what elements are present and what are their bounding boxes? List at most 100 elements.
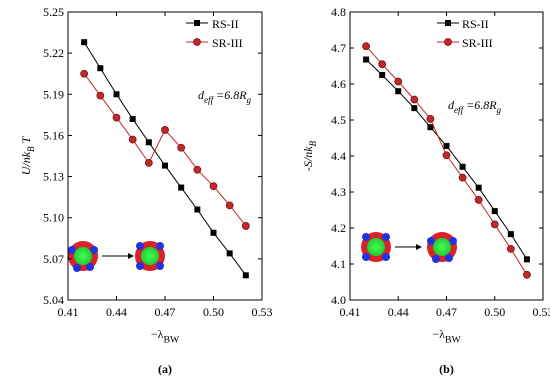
marker	[458, 173, 467, 182]
y-tick-label: 4.6	[331, 77, 346, 91]
marker	[80, 69, 89, 78]
marker	[145, 139, 152, 146]
y-axis-label-part: U/nk	[19, 151, 33, 175]
marker	[523, 256, 530, 263]
y-tick-label: 5.16	[43, 128, 64, 142]
marker	[442, 151, 451, 160]
x-tick-label: 0.47	[436, 305, 457, 319]
marker	[506, 244, 515, 253]
marker	[427, 124, 434, 131]
marker	[378, 60, 387, 69]
x-axis-label: −λBW	[151, 327, 180, 346]
inset-b	[361, 232, 457, 263]
y-axis-label-part: -S/nk	[301, 146, 315, 171]
annotation-sub: eff	[204, 95, 215, 105]
legend-marker	[194, 20, 200, 26]
marker	[459, 163, 466, 170]
y-tick-label: 4.2	[331, 221, 346, 235]
y-tick-label: 4.1	[331, 257, 346, 271]
marker	[490, 220, 499, 229]
marker	[411, 105, 418, 112]
x-axis-label-part: −λ	[432, 327, 445, 341]
marker	[129, 115, 136, 122]
legend-marker	[193, 38, 201, 46]
marker	[178, 184, 185, 191]
annotation: deff =6.8Rg	[198, 88, 252, 105]
marker	[162, 162, 168, 169]
legend-label: RS-II	[462, 17, 489, 31]
x-axis-label-sub: BW	[163, 335, 180, 346]
marker	[177, 143, 186, 152]
x-axis-label: −λBW	[432, 327, 461, 346]
marker	[241, 222, 250, 230]
x-tick-label: 0.41	[340, 305, 361, 319]
x-tick-label: 0.47	[155, 305, 176, 319]
marker	[161, 126, 169, 134]
x-tick-label: 0.53	[252, 305, 273, 319]
x-tick-label: 0.50	[203, 305, 224, 319]
y-axis-label-sub: B	[26, 146, 36, 152]
y-tick-label: 5.22	[43, 46, 64, 60]
y-tick-label: 5.19	[43, 87, 64, 101]
y-axis-label: U/nkB T	[19, 135, 36, 175]
y-axis-label: -S/nkB	[301, 140, 318, 171]
marker	[113, 91, 120, 98]
y-tick-label: 4.7	[331, 41, 346, 55]
marker	[363, 56, 370, 63]
marker	[96, 91, 105, 100]
marker	[226, 250, 233, 257]
marker	[193, 165, 202, 174]
x-tick-label: 0.53	[533, 305, 550, 319]
x-tick-label: 0.44	[388, 305, 409, 319]
annotation-sub: g	[497, 105, 502, 115]
marker	[194, 206, 201, 213]
marker	[443, 142, 450, 149]
legend-label: RS-II	[212, 17, 239, 31]
y-axis-label-sub: B	[308, 140, 318, 146]
marker	[394, 77, 403, 86]
panel-label: (b)	[439, 362, 454, 376]
marker	[209, 182, 218, 191]
marker	[475, 184, 482, 191]
y-tick-label: 4.5	[331, 113, 346, 127]
marker	[144, 158, 153, 167]
y-axis-label-part: T	[19, 135, 33, 146]
x-tick-label: 0.41	[58, 305, 79, 319]
marker	[128, 135, 137, 144]
marker	[426, 115, 435, 123]
marker	[97, 65, 104, 72]
marker	[225, 201, 234, 210]
y-tick-label: 4.0	[331, 293, 346, 307]
marker	[242, 272, 249, 279]
y-tick-label: 4.8	[331, 5, 346, 19]
legend-marker	[444, 38, 452, 46]
marker	[523, 270, 531, 279]
marker	[362, 42, 370, 51]
y-tick-label: 5.13	[43, 170, 64, 184]
series-line	[83, 41, 247, 276]
annotation: deff =6.8Rg	[448, 98, 502, 115]
annotation-part: d	[198, 88, 205, 102]
marker	[507, 231, 514, 238]
series-line	[365, 59, 528, 260]
marker	[395, 88, 402, 95]
y-tick-label: 5.07	[43, 252, 64, 266]
annotation-sub: g	[247, 95, 252, 105]
marker	[474, 196, 483, 204]
legend-marker	[445, 20, 451, 26]
x-axis-label-part: −λ	[151, 327, 164, 341]
marker	[491, 208, 498, 215]
annotation-part: =6.8R	[463, 98, 497, 112]
marker	[81, 39, 88, 46]
x-tick-label: 0.50	[484, 305, 505, 319]
y-tick-label: 4.3	[331, 185, 346, 199]
annotation-part: =6.8R	[213, 88, 247, 102]
marker	[379, 72, 386, 78]
marker	[210, 229, 217, 236]
annotation-sub: eff	[454, 105, 465, 115]
legend-label: SR-III	[462, 36, 493, 50]
legend-label: SR-III	[212, 36, 243, 50]
x-tick-label: 0.44	[106, 305, 127, 319]
y-tick-label: 5.25	[43, 5, 64, 19]
inset-a	[68, 241, 165, 272]
